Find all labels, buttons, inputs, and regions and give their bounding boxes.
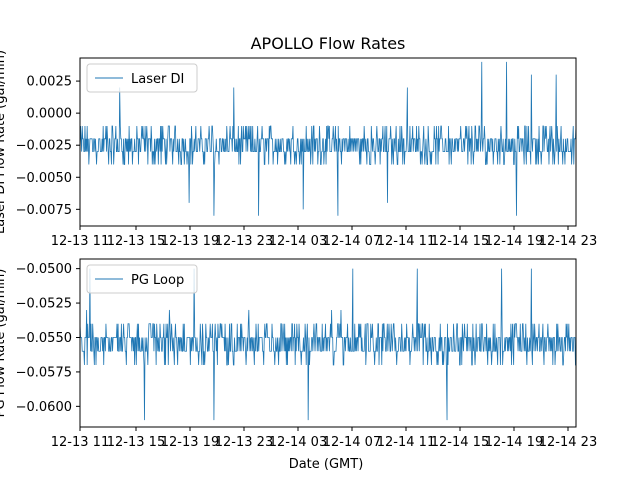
axes-frame [79, 258, 577, 428]
series-line-1 [80, 61, 576, 216]
x-tick-label: 12-14 03 [269, 234, 327, 249]
y-tick-label: −0.0550 [16, 331, 72, 346]
y-tick-label: 0.0000 [27, 107, 73, 122]
y-tick-label: 0.0025 [27, 75, 73, 90]
x-axis-title: Date (GMT) [289, 457, 364, 472]
legend-box [86, 63, 198, 93]
x-tick-label: 12-14 19 [485, 234, 543, 249]
x-tick-label: 12-14 15 [431, 234, 489, 249]
chart-title: APOLLO Flow Rates [251, 34, 406, 53]
x-tick-label: 12-14 15 [431, 435, 489, 450]
legend: PG Loop [86, 264, 198, 294]
x-tick-label: 12-14 11 [377, 435, 435, 450]
y-axis-title: Laser DI Flow Rate (gal/min) [0, 50, 8, 234]
y-tick-label: −0.0575 [16, 365, 72, 380]
x-tick-label: 12-14 03 [269, 435, 327, 450]
x-tick-label: 12-14 19 [485, 435, 543, 450]
x-tick-label: 12-13 15 [107, 234, 165, 249]
y-axis-title: PG Flow Rate (gal/min) [0, 269, 8, 418]
y-tick-label: −0.0025 [16, 139, 72, 154]
panel-2: −0.0500 −0.0525 −0.0550 −0.0575 −0.0600 PG Fl… [0, 258, 597, 450]
x-tick-label: 12-13 15 [107, 435, 165, 450]
axes-frame [79, 57, 577, 227]
x-tick-label: 12-14 07 [323, 234, 381, 249]
x-tick-label: 12-14 11 [377, 234, 435, 249]
x-tick-label: 12-13 23 [215, 435, 273, 450]
x-tick-label: 12-13 11 [51, 234, 109, 249]
legend: Laser DI [86, 63, 198, 93]
y-tick-label: −0.0525 [16, 297, 72, 312]
x-tick-label: 12-13 23 [215, 234, 273, 249]
x-tick-label: 12-13 11 [51, 435, 109, 450]
series-line-2 [80, 268, 576, 421]
legend-box [86, 264, 198, 294]
x-tick-label: 12-14 23 [539, 435, 597, 450]
x-tick-label: 12-13 19 [161, 234, 219, 249]
y-tick-label: −0.0600 [16, 400, 72, 415]
panel-1: 0.0025 0.0000 −0.0025 −0.0050 −0.0075 Laser D… [0, 50, 597, 249]
legend-label: Laser DI [131, 72, 184, 87]
y-tick-label: −0.0075 [16, 203, 72, 218]
x-tick-label: 12-13 19 [161, 435, 219, 450]
x-tick-label: 12-14 23 [539, 234, 597, 249]
y-tick-label: −0.0500 [16, 262, 72, 277]
panels: 0.0025 0.0000 −0.0025 −0.0050 −0.0075 Laser D… [0, 50, 597, 450]
x-tick-label: 12-14 07 [323, 435, 381, 450]
legend-label: PG Loop [131, 273, 184, 288]
y-tick-label: −0.0050 [16, 171, 72, 186]
